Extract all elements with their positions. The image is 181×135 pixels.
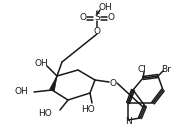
Text: O: O [79,14,87,23]
Text: HO: HO [81,104,95,114]
Text: Cl: Cl [138,65,146,75]
Text: O: O [110,78,117,87]
Text: O: O [108,14,115,23]
Text: S: S [94,14,100,23]
Text: N: N [125,117,131,126]
Text: OH: OH [98,3,112,11]
Text: Br: Br [161,65,171,73]
Text: OH: OH [34,58,48,68]
Text: OH: OH [14,87,28,97]
Text: HO: HO [38,109,52,119]
Polygon shape [50,76,57,91]
Text: O: O [94,26,100,36]
